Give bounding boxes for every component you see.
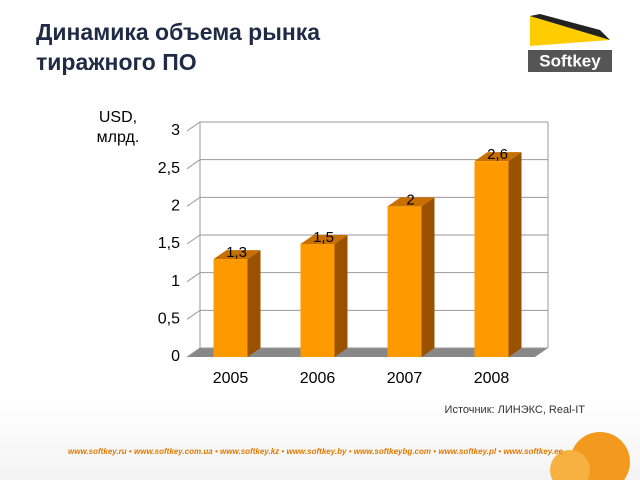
bar-side bbox=[421, 197, 435, 357]
footer-band bbox=[0, 400, 640, 480]
y-tick-label: 1,5 bbox=[158, 235, 180, 252]
bar-side bbox=[334, 235, 348, 357]
y-tick-label: 0 bbox=[171, 348, 180, 365]
footer-links: www.softkey.ru • www.softkey.com.ua • ww… bbox=[68, 447, 564, 456]
bar-top bbox=[474, 152, 522, 162]
floor bbox=[187, 348, 548, 357]
x-tick-label: 2006 bbox=[300, 370, 336, 387]
y-tick-label: 2 bbox=[171, 198, 180, 215]
bar-side bbox=[247, 250, 261, 357]
chart-title: Динамика объема рынка тиражного ПО bbox=[36, 19, 320, 75]
bar bbox=[387, 197, 435, 357]
logo-text: Softkey bbox=[539, 51, 601, 70]
bar bbox=[474, 152, 522, 357]
bar-top bbox=[300, 235, 348, 244]
bar-front bbox=[213, 259, 248, 357]
x-tick-label: 2008 bbox=[474, 370, 510, 387]
bar bbox=[213, 250, 261, 357]
grid-line bbox=[186, 121, 548, 132]
y-tick-label: 3 bbox=[171, 122, 180, 139]
bar-front bbox=[474, 161, 509, 357]
y-tick-label: 2,5 bbox=[158, 160, 180, 177]
source-note: Источник: ЛИНЭКС, Real-IT bbox=[445, 404, 586, 416]
value-label: 1,5 bbox=[313, 229, 334, 246]
bar-top bbox=[213, 250, 261, 260]
x-tick-label: 2007 bbox=[387, 370, 423, 387]
orange-decoration bbox=[550, 450, 590, 480]
value-label: 2 bbox=[406, 191, 414, 208]
bar-front bbox=[300, 244, 335, 357]
logo: Softkey bbox=[528, 14, 612, 72]
bar-top bbox=[387, 197, 435, 207]
x-tick-label: 2005 bbox=[213, 370, 249, 387]
y-tick-label: 1 bbox=[171, 273, 180, 290]
value-label: 1,3 bbox=[226, 244, 247, 261]
value-label: 2,6 bbox=[487, 146, 508, 163]
bar-side bbox=[508, 152, 522, 357]
y-tick-label: 0,5 bbox=[158, 311, 180, 328]
y-axis-label: USD, млрд. bbox=[97, 109, 140, 146]
grid-line bbox=[186, 159, 548, 170]
bar bbox=[300, 235, 348, 357]
bar-front bbox=[387, 206, 422, 357]
